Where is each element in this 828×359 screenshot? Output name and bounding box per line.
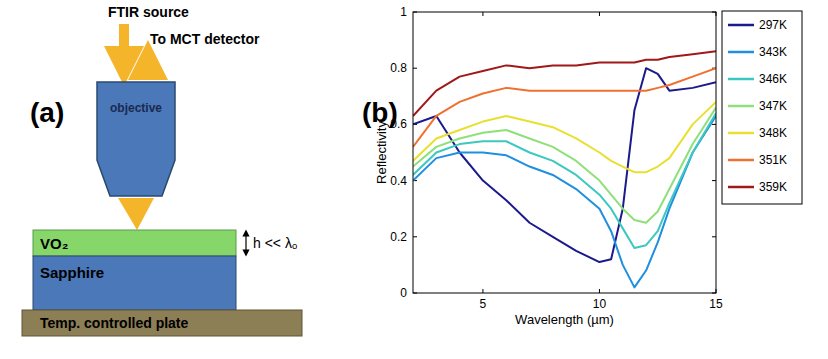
figure: (a) FTIR source To MCT detector objective VO… <box>0 0 828 359</box>
legend-swatch <box>728 51 754 54</box>
y-tick-label: 0 <box>400 286 407 300</box>
series-line <box>413 108 716 223</box>
series-line <box>413 68 716 147</box>
vo2-layer <box>33 230 236 256</box>
x-tick-label: 10 <box>593 297 607 311</box>
substrate-label: Sapphire <box>40 264 104 281</box>
y-tick-label: 0.6 <box>390 117 407 131</box>
legend-swatch <box>728 24 754 27</box>
x-tick-label: 5 <box>480 297 487 311</box>
legend-label: 347K <box>759 99 787 113</box>
series-line <box>413 51 716 116</box>
chart: (b)00.20.40.60.8151015Wavelength (µm)Ref… <box>362 5 802 327</box>
y-tick-label: 0.4 <box>390 174 407 188</box>
y-tick <box>712 180 716 181</box>
legend-label: 351K <box>759 153 787 167</box>
incident-arrow <box>119 24 129 66</box>
legend-label: 359K <box>759 180 787 194</box>
legend-box <box>722 11 802 204</box>
sapphire-layer <box>33 256 236 310</box>
legend-label: 348K <box>759 126 787 140</box>
objective-label: objective <box>110 101 162 115</box>
source-label: FTIR source <box>108 4 189 20</box>
plate-label: Temp. controlled plate <box>40 315 189 331</box>
focus-cone <box>118 198 154 230</box>
x-tick <box>599 289 600 293</box>
x-tick <box>599 12 600 16</box>
plot-frame <box>413 12 716 293</box>
y-tick <box>413 236 417 237</box>
detector-label: To MCT detector <box>150 31 260 47</box>
plot-lines <box>413 51 716 287</box>
y-tick <box>712 124 716 125</box>
series-line <box>413 68 716 262</box>
film-label: VO₂ <box>40 235 68 252</box>
reflected-arrow <box>143 60 153 78</box>
diagram: (a) FTIR source To MCT detector objective VO… <box>22 4 302 336</box>
legend-swatch <box>728 159 754 162</box>
x-tick <box>482 12 483 16</box>
panel-label: (a) <box>30 97 64 128</box>
series-line <box>413 102 716 172</box>
y-tick <box>413 68 417 69</box>
legend-swatch <box>728 78 754 81</box>
legend-swatch <box>728 132 754 135</box>
x-axis-label: Wavelength (µm) <box>515 312 614 327</box>
legend-swatch <box>728 186 754 189</box>
thickness-arrow <box>245 233 246 253</box>
y-tick-label: 1 <box>400 5 407 19</box>
plate <box>22 310 302 336</box>
legend: 297K 343K 346K 347K 348K 351K 359K <box>722 11 802 204</box>
legend-swatch <box>728 105 754 108</box>
plot-background <box>413 12 716 293</box>
legend-label: 343K <box>759 45 787 59</box>
y-axis-label: Reflectivity <box>374 121 389 184</box>
y-tick-label: 0.8 <box>390 61 407 75</box>
y-tick <box>712 236 716 237</box>
objective <box>97 82 175 196</box>
thickness-label: h << λₒ <box>253 235 297 251</box>
legend-label: 297K <box>759 18 787 32</box>
y-tick-label: 0.2 <box>390 230 407 244</box>
x-tick-label: 15 <box>709 297 723 311</box>
x-tick <box>482 289 483 293</box>
legend-label: 346K <box>759 72 787 86</box>
